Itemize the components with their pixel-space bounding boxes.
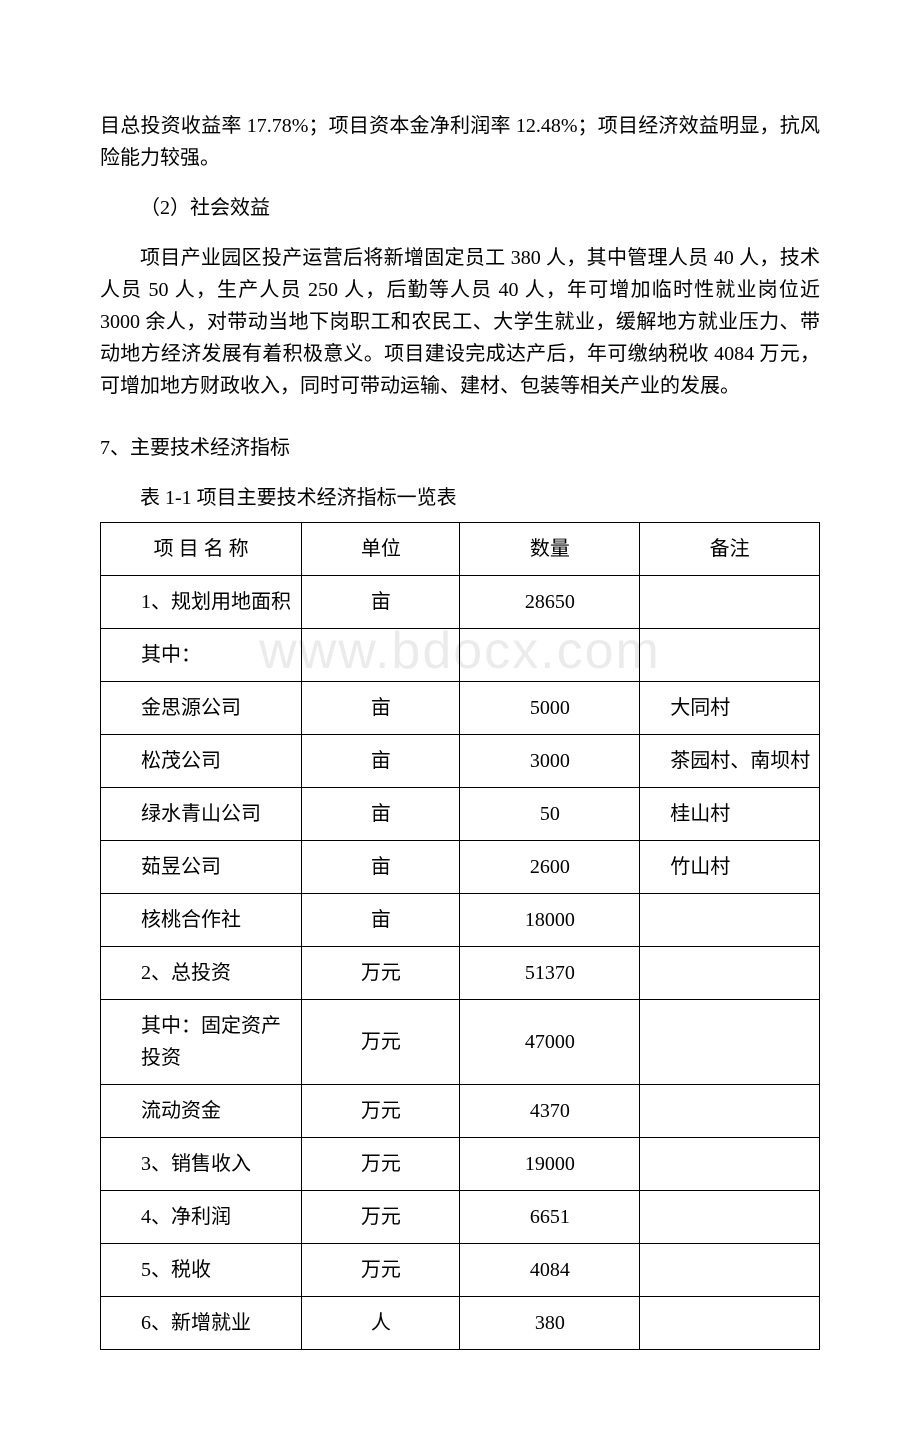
cell-qty: 5000 xyxy=(460,682,640,735)
cell-note xyxy=(640,576,820,629)
table-row: 3、销售收入万元19000 xyxy=(101,1138,820,1191)
section-7-title: 7、主要技术经济指标 xyxy=(100,432,820,464)
cell-unit: 亩 xyxy=(302,576,460,629)
table-row: 茹昱公司亩2600竹山村 xyxy=(101,841,820,894)
cell-note: 竹山村 xyxy=(640,841,820,894)
cell-unit: 亩 xyxy=(302,735,460,788)
cell-unit: 万元 xyxy=(302,1244,460,1297)
subheading-social-benefit: （2）社会效益 xyxy=(100,192,820,224)
cell-note: 茶园村、南坝村 xyxy=(640,735,820,788)
cell-name: 1、规划用地面积 xyxy=(101,576,302,629)
cell-note: 桂山村 xyxy=(640,788,820,841)
cell-qty: 51370 xyxy=(460,947,640,1000)
cell-qty: 28650 xyxy=(460,576,640,629)
table-row: 其中： xyxy=(101,629,820,682)
cell-unit xyxy=(302,629,460,682)
cell-name: 6、新增就业 xyxy=(101,1297,302,1350)
header-name: 项 目 名 称 xyxy=(101,523,302,576)
cell-name: 绿水青山公司 xyxy=(101,788,302,841)
cell-unit: 万元 xyxy=(302,1000,460,1085)
cell-note xyxy=(640,947,820,1000)
cell-note xyxy=(640,1000,820,1085)
cell-unit: 万元 xyxy=(302,947,460,1000)
cell-qty: 2600 xyxy=(460,841,640,894)
cell-name: 其中：固定资产投资 xyxy=(101,1000,302,1085)
table-row: 绿水青山公司亩50桂山村 xyxy=(101,788,820,841)
table-row: 松茂公司亩3000茶园村、南坝村 xyxy=(101,735,820,788)
cell-note: 大同村 xyxy=(640,682,820,735)
cell-name: 其中： xyxy=(101,629,302,682)
cell-qty: 19000 xyxy=(460,1138,640,1191)
cell-qty: 50 xyxy=(460,788,640,841)
header-note: 备注 xyxy=(640,523,820,576)
table-row: 其中：固定资产投资万元47000 xyxy=(101,1000,820,1085)
table-row: 5、税收万元4084 xyxy=(101,1244,820,1297)
cell-name: 2、总投资 xyxy=(101,947,302,1000)
cell-unit: 亩 xyxy=(302,682,460,735)
cell-name: 金思源公司 xyxy=(101,682,302,735)
paragraph-roi: 目总投资收益率 17.78%；项目资本金净利润率 12.48%；项目经济效益明显… xyxy=(100,110,820,174)
table-row: 金思源公司亩5000大同村 xyxy=(101,682,820,735)
cell-note xyxy=(640,1244,820,1297)
cell-qty: 6651 xyxy=(460,1191,640,1244)
cell-name: 流动资金 xyxy=(101,1085,302,1138)
cell-unit: 万元 xyxy=(302,1085,460,1138)
cell-qty: 18000 xyxy=(460,894,640,947)
cell-name: 松茂公司 xyxy=(101,735,302,788)
table-row: 6、新增就业人380 xyxy=(101,1297,820,1350)
cell-qty: 47000 xyxy=(460,1000,640,1085)
cell-unit: 人 xyxy=(302,1297,460,1350)
cell-unit: 亩 xyxy=(302,841,460,894)
cell-name: 4、净利润 xyxy=(101,1191,302,1244)
table-row: 4、净利润万元6651 xyxy=(101,1191,820,1244)
cell-qty: 4370 xyxy=(460,1085,640,1138)
cell-name: 茹昱公司 xyxy=(101,841,302,894)
table-row: 流动资金万元4370 xyxy=(101,1085,820,1138)
table-row: 核桃合作社亩18000 xyxy=(101,894,820,947)
header-qty: 数量 xyxy=(460,523,640,576)
cell-note xyxy=(640,1085,820,1138)
cell-note xyxy=(640,629,820,682)
header-unit: 单位 xyxy=(302,523,460,576)
cell-qty: 380 xyxy=(460,1297,640,1350)
table-row: 1、规划用地面积亩28650 xyxy=(101,576,820,629)
cell-unit: 亩 xyxy=(302,894,460,947)
table-row: 2、总投资万元51370 xyxy=(101,947,820,1000)
table-caption: 表 1-1 项目主要技术经济指标一览表 xyxy=(100,482,820,514)
cell-unit: 亩 xyxy=(302,788,460,841)
cell-unit: 万元 xyxy=(302,1138,460,1191)
cell-name: 核桃合作社 xyxy=(101,894,302,947)
cell-unit: 万元 xyxy=(302,1191,460,1244)
cell-note xyxy=(640,894,820,947)
cell-name: 3、销售收入 xyxy=(101,1138,302,1191)
cell-note xyxy=(640,1191,820,1244)
cell-qty: 3000 xyxy=(460,735,640,788)
cell-note xyxy=(640,1297,820,1350)
table-header-row: 项 目 名 称 单位 数量 备注 xyxy=(101,523,820,576)
cell-qty xyxy=(460,629,640,682)
indicators-table: 项 目 名 称 单位 数量 备注 1、规划用地面积亩28650其中：金思源公司亩… xyxy=(100,522,820,1350)
cell-note xyxy=(640,1138,820,1191)
cell-name: 5、税收 xyxy=(101,1244,302,1297)
paragraph-social-benefit: 项目产业园区投产运营后将新增固定员工 380 人，其中管理人员 40 人，技术人… xyxy=(100,242,820,402)
cell-qty: 4084 xyxy=(460,1244,640,1297)
